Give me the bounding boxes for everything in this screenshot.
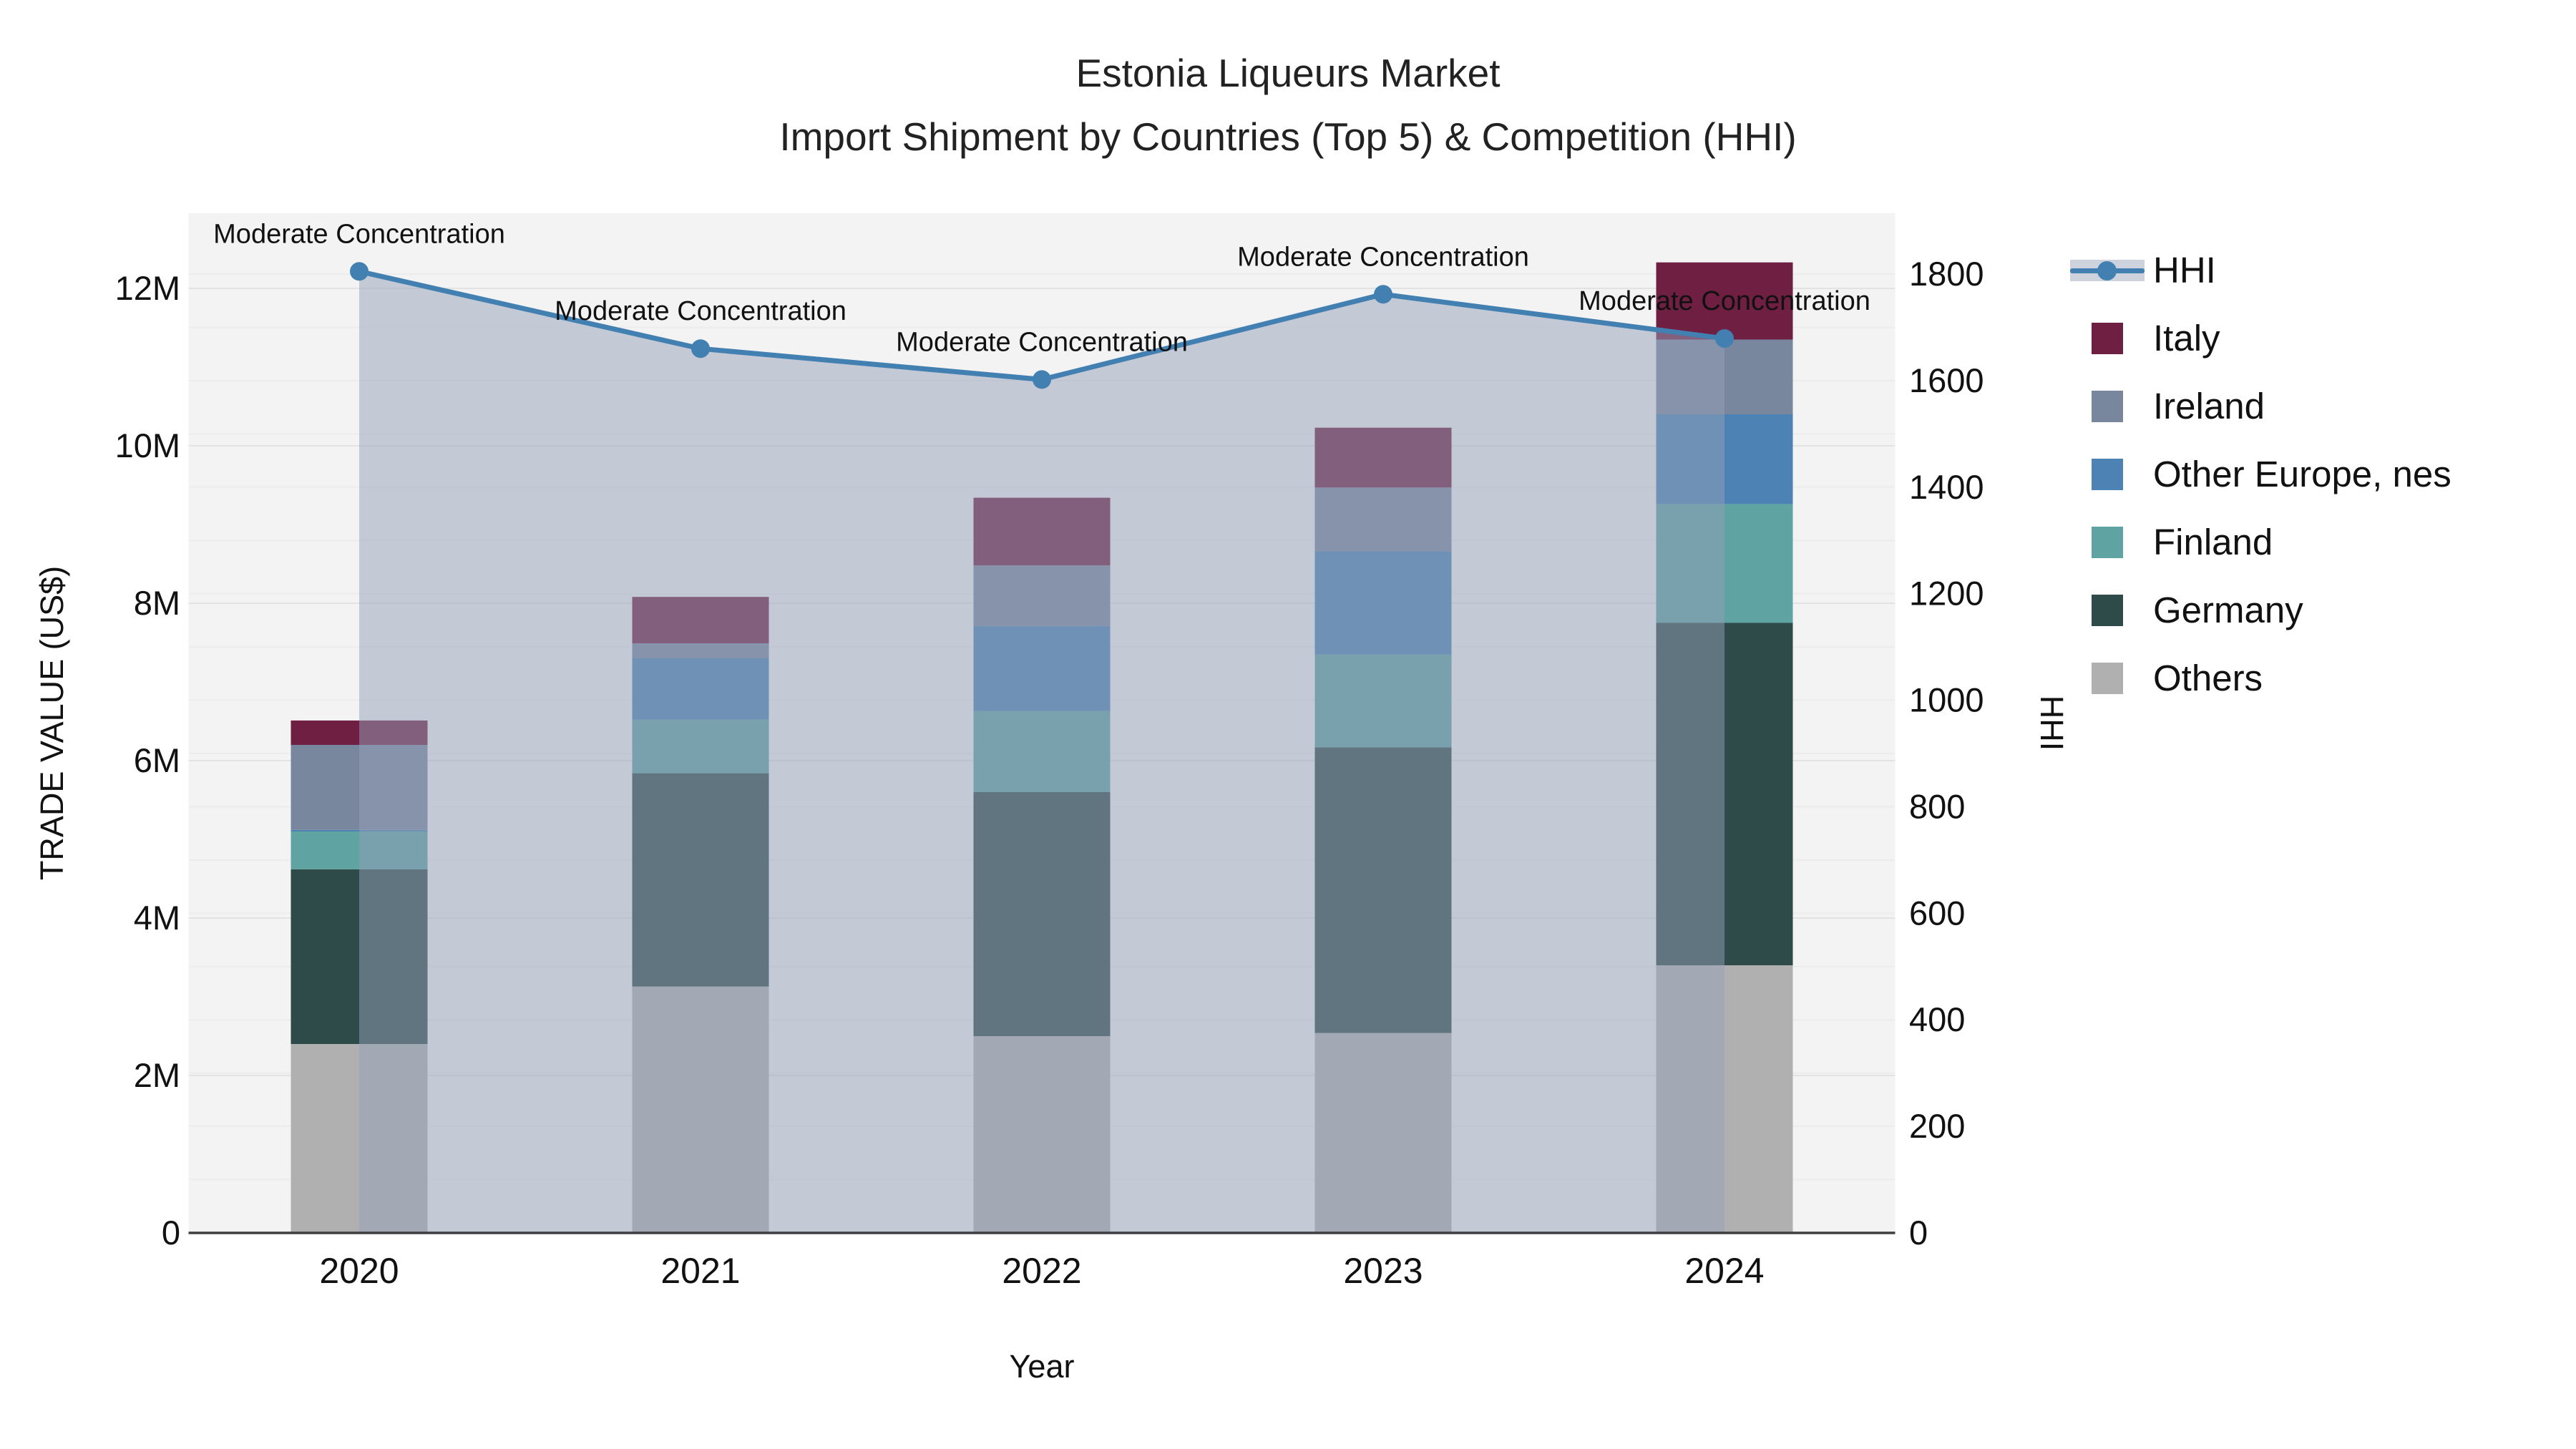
right-axis-tick-1200: 1200 bbox=[1909, 575, 1984, 613]
hhi-marker-2020[interactable] bbox=[350, 262, 369, 281]
x-axis-tick-2022: 2022 bbox=[1002, 1251, 1081, 1291]
legend-label: Others bbox=[2153, 658, 2263, 698]
legend-label: Ireland bbox=[2153, 386, 2265, 426]
legend-item-ireland[interactable]: Ireland bbox=[2070, 372, 2451, 440]
annotation-2022: Moderate Concentration bbox=[896, 327, 1188, 357]
legend-swatch-icon bbox=[2092, 662, 2123, 694]
right-axis-tick-600: 600 bbox=[1909, 894, 1965, 932]
x-axis-tick-2024: 2024 bbox=[1684, 1251, 1764, 1291]
annotation-2021: Moderate Concentration bbox=[555, 296, 847, 326]
left-axis-tick-12M: 12M bbox=[115, 269, 180, 307]
legend-item-finland[interactable]: Finland bbox=[2070, 508, 2451, 576]
legend-item-other-europe-nes[interactable]: Other Europe, nes bbox=[2070, 440, 2451, 508]
legend-swatch-icon bbox=[2092, 458, 2123, 490]
left-axis-tick-0: 0 bbox=[162, 1214, 180, 1252]
hhi-marker-2021[interactable] bbox=[691, 339, 710, 358]
legend-swatch-icon bbox=[2092, 322, 2123, 354]
hhi-area-fill bbox=[359, 271, 1724, 1233]
legend-item-hhi[interactable]: HHI bbox=[2070, 236, 2451, 304]
legend-item-italy[interactable]: Italy bbox=[2070, 304, 2451, 372]
legend-swatch-icon bbox=[2092, 390, 2123, 422]
x-axis-tick-2023: 2023 bbox=[1343, 1251, 1423, 1291]
right-axis-tick-1000: 1000 bbox=[1909, 681, 1984, 719]
annotation-2024: Moderate Concentration bbox=[1579, 286, 1870, 316]
x-axis-title: Year bbox=[1010, 1348, 1075, 1385]
legend: HHI Italy Ireland Other Europe, nes Finland G… bbox=[2070, 236, 2451, 712]
annotation-2023: Moderate Concentration bbox=[1237, 242, 1529, 272]
chart-title-line1: Estonia Liqueurs Market bbox=[1075, 51, 1501, 95]
left-axis-tick-6M: 6M bbox=[134, 741, 180, 779]
right-axis-tick-200: 200 bbox=[1909, 1107, 1965, 1145]
legend-label: Other Europe, nes bbox=[2153, 454, 2451, 494]
right-axis-tick-400: 400 bbox=[1909, 1000, 1965, 1038]
bar-segment-italy-2024[interactable] bbox=[1656, 262, 1793, 340]
left-axis-tick-8M: 8M bbox=[134, 584, 180, 622]
right-axis-tick-1800: 1800 bbox=[1909, 255, 1984, 293]
chart-title-line2: Import Shipment by Countries (Top 5) & C… bbox=[779, 114, 1797, 160]
annotation-2020: Moderate Concentration bbox=[213, 219, 505, 249]
right-axis-tick-800: 800 bbox=[1909, 787, 1965, 825]
legend-item-others[interactable]: Others bbox=[2070, 644, 2451, 712]
legend-label: Finland bbox=[2153, 522, 2273, 562]
legend-swatch-icon bbox=[2092, 594, 2123, 626]
legend-label: HHI bbox=[2153, 250, 2216, 291]
legend-swatch-icon bbox=[2092, 526, 2123, 558]
right-axis-tick-1600: 1600 bbox=[1909, 361, 1984, 399]
chart-title: Estonia Liqueurs Market Import Shipment … bbox=[0, 42, 2576, 169]
hhi-marker-2022[interactable] bbox=[1033, 370, 1051, 389]
legend-label: Italy bbox=[2153, 318, 2220, 358]
right-axis-title: HHI bbox=[2034, 696, 2070, 751]
hhi-line-sample-icon bbox=[2070, 257, 2145, 284]
right-axis-tick-1400: 1400 bbox=[1909, 468, 1984, 506]
left-axis-tick-4M: 4M bbox=[134, 899, 180, 937]
x-axis-tick-2020: 2020 bbox=[319, 1251, 399, 1291]
left-axis-tick-10M: 10M bbox=[115, 426, 180, 464]
left-axis-title: TRADE VALUE (US$) bbox=[34, 566, 70, 880]
hhi-marker-2023[interactable] bbox=[1374, 285, 1392, 304]
hhi-marker-2024[interactable] bbox=[1715, 329, 1734, 348]
legend-item-germany[interactable]: Germany bbox=[2070, 576, 2451, 644]
legend-label: Germany bbox=[2153, 590, 2303, 630]
right-axis-tick-0: 0 bbox=[1909, 1214, 1928, 1252]
x-axis-tick-2021: 2021 bbox=[660, 1251, 740, 1291]
left-axis-tick-2M: 2M bbox=[134, 1056, 180, 1094]
